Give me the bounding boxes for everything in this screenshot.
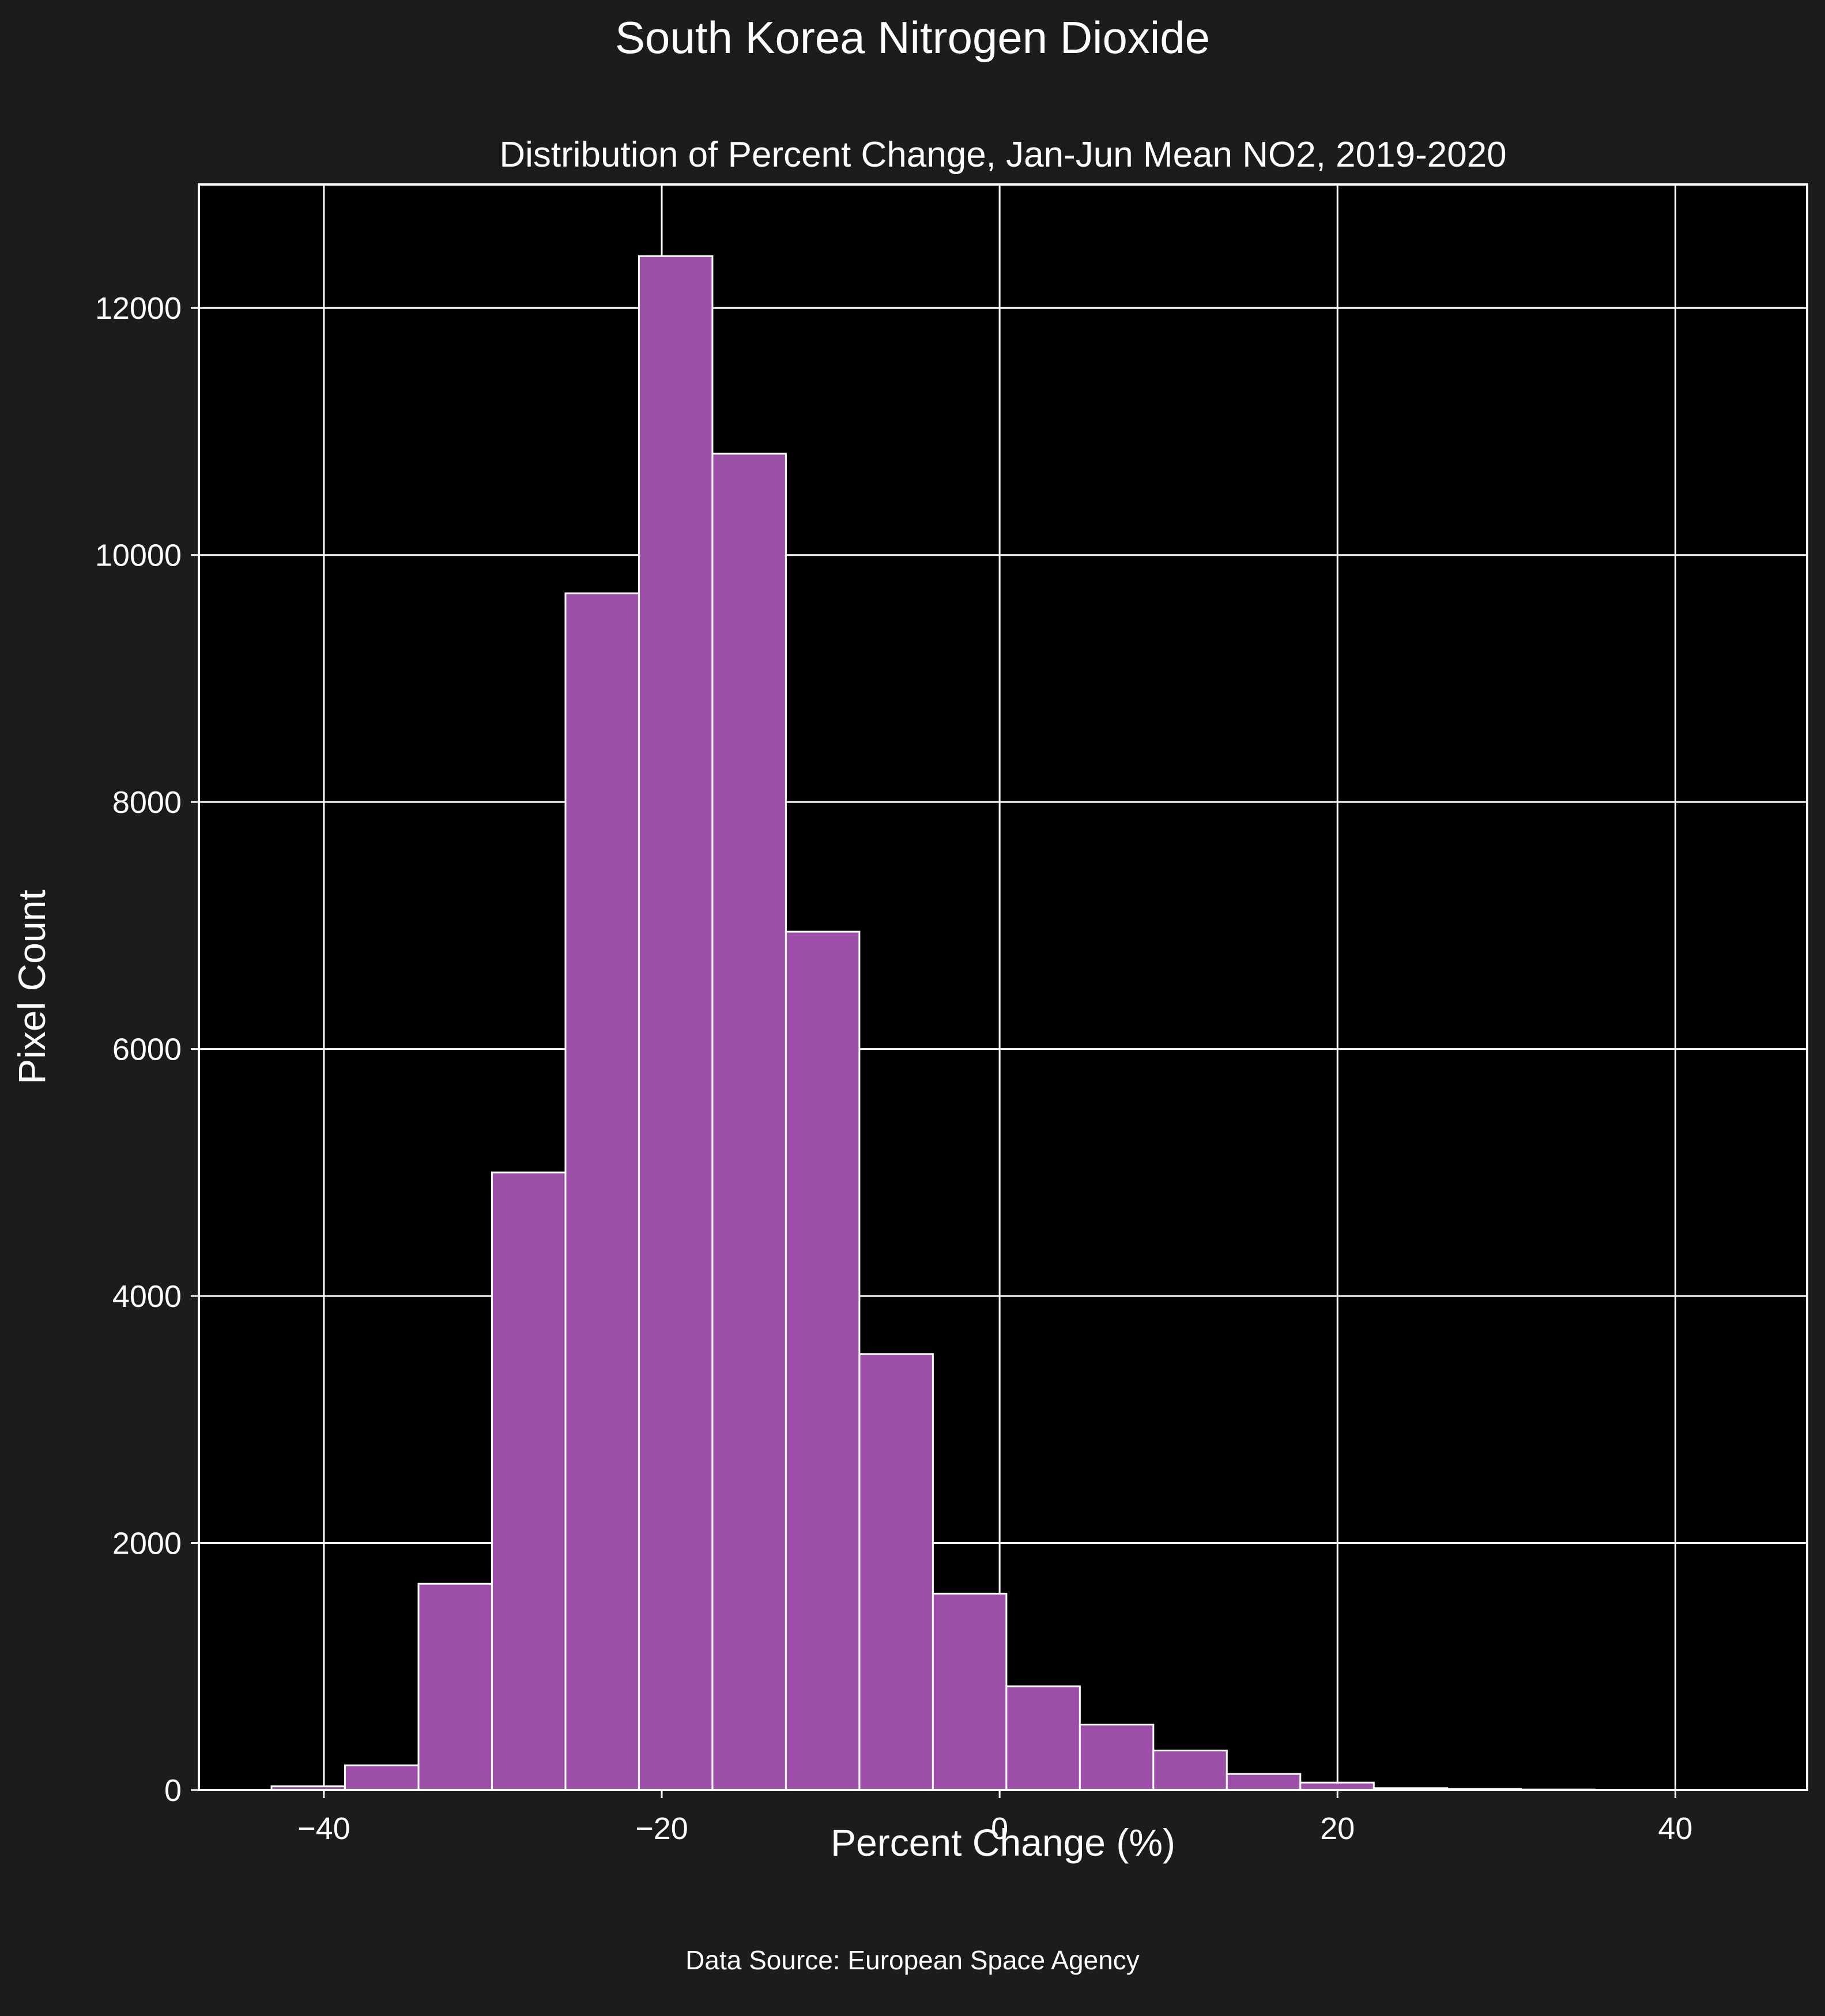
histogram-bar [712,454,786,1790]
histogram-bar [418,1584,492,1790]
histogram-bar [859,1354,933,1790]
y-tick-label: 2000 [112,1527,182,1561]
histogram-bar [1080,1724,1153,1790]
y-tick-label: 6000 [112,1033,182,1067]
histogram-bar [345,1765,418,1790]
y-tick-label: 8000 [112,785,182,820]
y-tick-label: 0 [164,1773,182,1808]
histogram-bar [786,932,859,1790]
y-tick-label: 12000 [95,291,182,326]
axes-background [199,184,1807,1790]
x-axis-label: Percent Change (%) [831,1821,1175,1864]
chart-title: Distribution of Percent Change, Jan-Jun … [499,135,1506,175]
data-source-note: Data Source: European Space Agency [685,1945,1140,1975]
histogram-bar [639,256,712,1790]
histogram-bar [492,1173,565,1790]
y-tick-label: 10000 [95,538,182,573]
histogram-bar [565,593,639,1790]
y-tick-label: 4000 [112,1279,182,1314]
x-tick-label: −20 [635,1811,688,1846]
histogram-bar [1006,1686,1080,1790]
figure-suptitle: South Korea Nitrogen Dioxide [615,12,1210,63]
histogram-bar [933,1593,1006,1790]
histogram-bar [1227,1774,1300,1790]
x-tick-label: 20 [1320,1811,1355,1846]
x-tick-label: 40 [1658,1811,1692,1846]
histogram-bar [1153,1750,1227,1790]
x-tick-label: −40 [297,1811,350,1846]
y-axis-label: Pixel Count [10,890,53,1084]
